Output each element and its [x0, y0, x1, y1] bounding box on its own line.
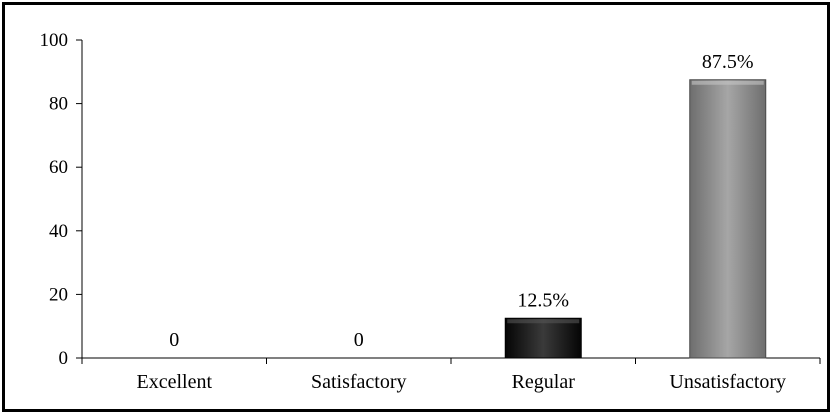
labels-group: Excellent 0 Satisfactory 0 Regular 12.5% Unsat… — [136, 51, 786, 393]
y-tick-label: 100 — [40, 30, 69, 51]
x-category-label: Excellent — [136, 371, 212, 393]
x-category-label: Satisfactory — [311, 371, 407, 393]
x-category-label: Unsatisfactory — [669, 371, 786, 393]
y-tick-label: 0 — [59, 348, 69, 369]
bar-bevel — [691, 80, 764, 85]
data-label: 87.5% — [702, 51, 754, 73]
data-label: 0 — [354, 329, 364, 351]
bar-bevel — [507, 319, 580, 324]
data-label: 12.5% — [517, 289, 569, 311]
y-tick-label: 20 — [49, 284, 68, 305]
data-label: 0 — [169, 329, 179, 351]
x-category-label: Regular — [512, 371, 576, 393]
y-tick-label: 80 — [49, 94, 68, 115]
bars-group — [504, 79, 767, 359]
bar-regular — [504, 317, 582, 359]
bar-unsatisfactory — [689, 79, 767, 359]
y-tick-label: 60 — [49, 157, 68, 178]
y-tick-label: 40 — [49, 221, 68, 242]
